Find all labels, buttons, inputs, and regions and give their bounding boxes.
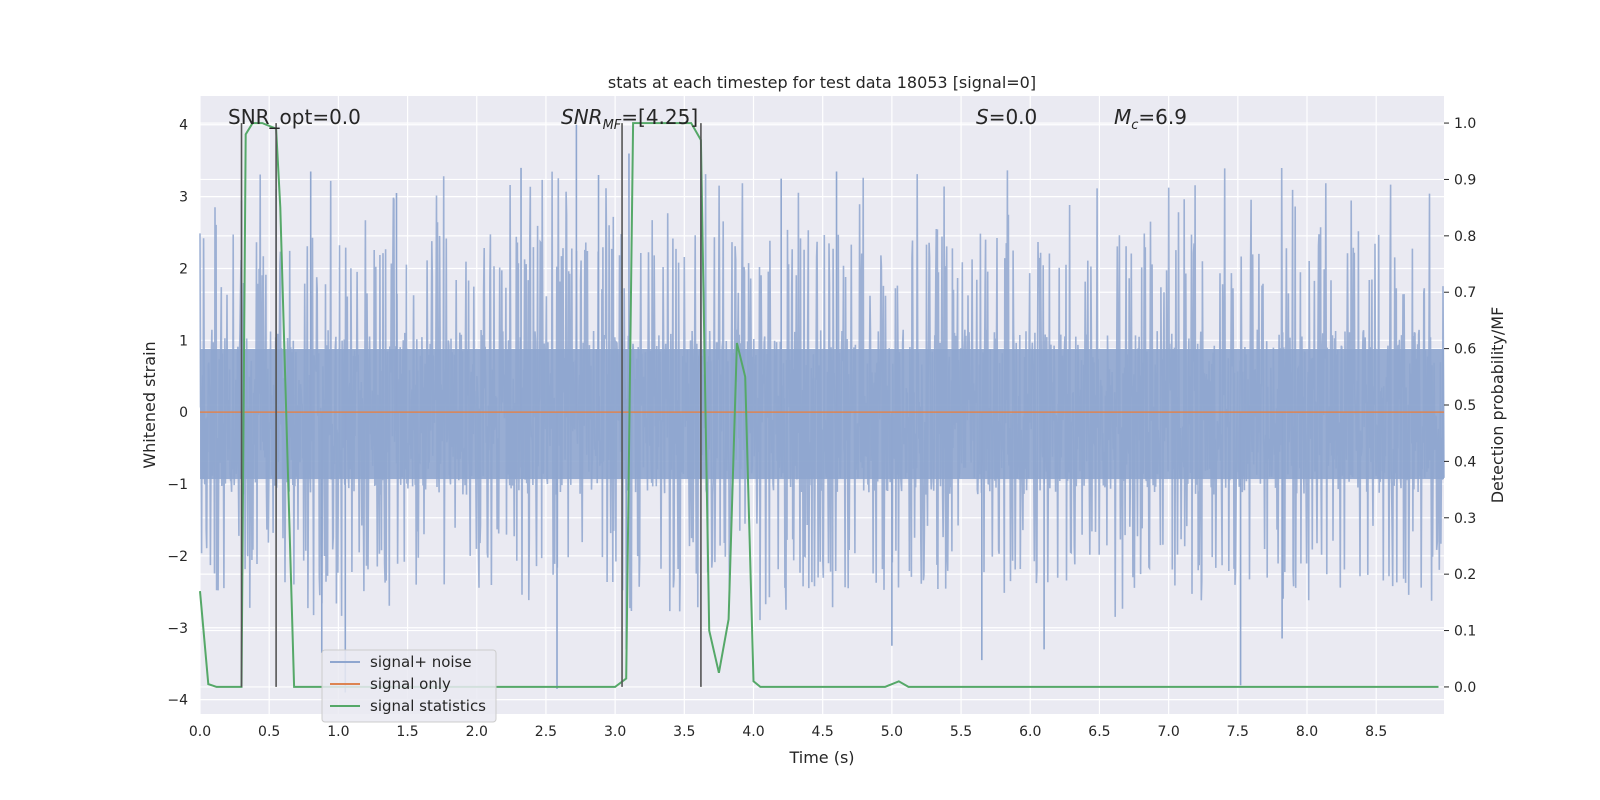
x-axis-label: Time (s) [788, 748, 854, 767]
x-tick-label: 4.5 [812, 724, 834, 740]
y-axis-left-label: Whitened strain [140, 341, 159, 468]
x-tick-label: 4.0 [742, 724, 764, 740]
line-series [199, 122, 1444, 688]
x-tick-label: 8.5 [1365, 724, 1387, 740]
y-left-tick-label: 2 [179, 261, 188, 277]
y-right-tick-label: 0.6 [1454, 342, 1476, 358]
x-tick-label: 3.5 [673, 724, 695, 740]
y-right-tick-label: 0.7 [1454, 285, 1476, 301]
x-tick-label: 6.0 [1019, 724, 1041, 740]
y-axis-right-label: Detection probability/MF [1488, 307, 1507, 504]
x-tick-label: 0.5 [258, 724, 280, 740]
annotation-snr-mf-main: SNR [561, 105, 603, 129]
series-line-signal-statistics [199, 122, 1439, 688]
x-tick-label: 0.0 [189, 724, 211, 740]
y-left-tick-label: −4 [167, 693, 188, 709]
x-tick-label: 2.0 [466, 724, 488, 740]
annotation-snr-mf: SNRMF=[4.25] [561, 105, 698, 133]
x-tick-label: 5.5 [950, 724, 972, 740]
y-right-tick-label: 0.0 [1454, 680, 1476, 696]
y-right-tick-label: 0.5 [1454, 398, 1476, 414]
x-tick-label: 2.5 [535, 724, 557, 740]
y-left-tick-label: −1 [167, 477, 188, 493]
legend-box [321, 649, 497, 723]
legend-label-signal-statistics: signal statistics [370, 697, 486, 715]
y-right-tick-label: 0.9 [1454, 172, 1476, 188]
y-left-tick-label: 1 [179, 333, 188, 349]
legend-label-signal-only: signal only [370, 675, 451, 693]
y-right-tick-label: 0.8 [1454, 229, 1476, 245]
legend: signal+ noise signal only signal statist… [321, 649, 497, 723]
y-left-tick-label: −3 [167, 621, 188, 637]
annotation-mc: Mc=6.9 [1114, 105, 1187, 133]
annotation-mc-value: =6.9 [1138, 105, 1187, 129]
annotation-snr-mf-sub: MF [603, 118, 622, 133]
annotation-snr-mf-value: =[4.25] [621, 105, 698, 129]
annotation-mc-main: M [1114, 105, 1131, 129]
annotation-s-main: S [976, 105, 989, 129]
x-tick-label: 3.0 [604, 724, 626, 740]
y-left-tick-label: −2 [167, 549, 188, 565]
x-tick-label: 6.5 [1088, 724, 1110, 740]
y-right-tick-label: 0.3 [1454, 511, 1476, 527]
x-tick-label: 1.0 [327, 724, 349, 740]
y-right-tick-label: 1.0 [1454, 116, 1476, 132]
event-markers [240, 123, 702, 687]
chart-title: stats at each timestep for test data 180… [608, 73, 1036, 92]
legend-label-signal-noise: signal+ noise [370, 653, 472, 671]
annotation-snr-opt: SNR_opt=0.0 [228, 105, 361, 129]
noise-band [200, 348, 1444, 480]
y-left-tick-label: 0 [179, 405, 188, 421]
y-right-tick-label: 0.2 [1454, 567, 1476, 583]
y-left-tick-label: 4 [179, 118, 188, 134]
annotation-s: S=0.0 [976, 105, 1037, 129]
y-right-tick-label: 0.4 [1454, 454, 1476, 470]
annotation-s-value: =0.0 [989, 105, 1038, 129]
x-tick-label: 5.0 [881, 724, 903, 740]
y-right-tick-label: 0.1 [1454, 624, 1476, 640]
x-tick-label: 7.5 [1227, 724, 1249, 740]
x-tick-label: 7.0 [1157, 724, 1179, 740]
series-signal-noise [199, 124, 1445, 693]
y-left-tick-label: 3 [179, 190, 188, 206]
tick-labels: 0.0 0.5 1.0 1.5 2.0 2.5 3.0 3.5 4.0 4.5 5.0 5.5 6.0 6… [167, 116, 1476, 740]
annotation-mc-sub: c [1131, 118, 1138, 133]
x-tick-label: 1.5 [396, 724, 418, 740]
x-tick-label: 8.0 [1296, 724, 1318, 740]
